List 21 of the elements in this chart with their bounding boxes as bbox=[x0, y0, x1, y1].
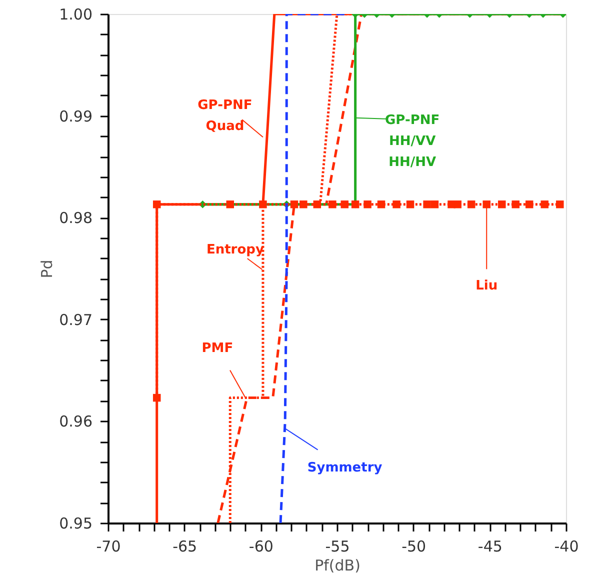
annotation: PMF bbox=[202, 340, 234, 356]
y-tick-label: 0.96 bbox=[59, 412, 92, 431]
x-tick-label: -70 bbox=[96, 538, 121, 556]
x-tick-label: -40 bbox=[554, 538, 579, 556]
y-tick-label: 1.00 bbox=[59, 6, 92, 24]
x-tick-label: -65 bbox=[172, 538, 198, 556]
y-axis-title: Pd bbox=[38, 260, 56, 278]
annotation: GP-PNF Quad bbox=[198, 98, 252, 134]
annotation: Liu bbox=[476, 278, 498, 294]
annotation: Symmetry bbox=[307, 460, 383, 476]
x-tick-label: -50 bbox=[402, 538, 426, 556]
x-tick-label: -60 bbox=[248, 538, 274, 556]
y-tick-label: 0.95 bbox=[59, 514, 92, 532]
annotation: Entropy bbox=[206, 242, 264, 258]
y-tick-label: 0.99 bbox=[59, 107, 92, 126]
x-tick-label: -55 bbox=[325, 538, 350, 556]
y-tick-label: 0.98 bbox=[59, 209, 92, 228]
x-tick-label: -45 bbox=[478, 538, 502, 556]
annotation: GP-PNF HH/VV HH/HV bbox=[384, 112, 440, 170]
y-tick-label: 0.97 bbox=[59, 310, 92, 329]
x-axis-title: Pf(dB) bbox=[314, 556, 360, 574]
